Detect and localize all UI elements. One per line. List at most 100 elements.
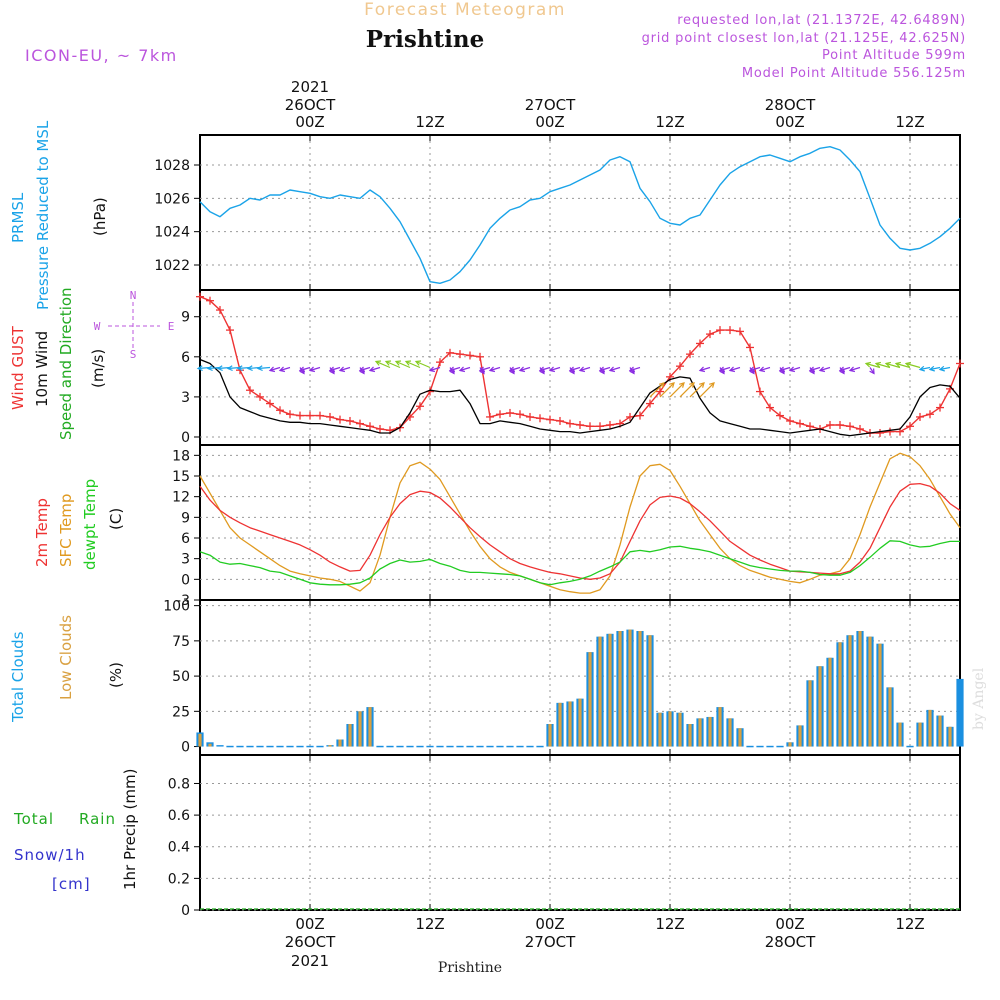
series-prmsl xyxy=(199,145,961,284)
wind-dir-arrow xyxy=(699,366,711,372)
x-day-label-top: 27OCT xyxy=(525,96,576,114)
wind-dir-arrow xyxy=(895,362,911,369)
bar-low-clouds xyxy=(198,733,202,747)
gust-marker xyxy=(716,326,724,335)
panel-frame-precip xyxy=(199,754,961,911)
bar-low-clouds xyxy=(848,635,852,747)
wind-dir-arrowhead xyxy=(414,360,422,366)
wind-dir-arrowhead xyxy=(268,366,276,373)
wind-dir-arrowhead xyxy=(206,365,213,372)
wind-dir-arrow xyxy=(719,366,731,372)
gust-marker xyxy=(746,343,754,352)
wind-unit: (m/s) xyxy=(89,349,107,388)
precip-ylabel: 1hr Precip (mm) xyxy=(121,769,139,890)
wind-dir-arrowhead xyxy=(448,366,456,373)
bar-low-clouds xyxy=(368,707,372,747)
x-day-label-top: 28OCT xyxy=(765,96,816,114)
wind-dir-arrowhead xyxy=(809,368,815,375)
bar-total-clouds xyxy=(216,745,224,747)
gust-marker xyxy=(706,330,714,339)
y-tick-label: 50 xyxy=(172,669,190,685)
t2m-label: 2m Temp xyxy=(33,498,51,567)
wind-dir-arrow xyxy=(405,360,421,369)
wind-dir-arrowhead xyxy=(778,366,786,373)
bar-low-clouds xyxy=(718,707,722,747)
wind-dir-arrowhead xyxy=(578,366,586,373)
wind-dir-arrow xyxy=(509,366,521,372)
wind-dir-arrowhead xyxy=(689,382,695,388)
y-tick-label: 0 xyxy=(181,430,190,446)
wind-dir-arrowhead xyxy=(608,366,616,373)
wind-dir-arrow xyxy=(339,366,351,372)
snow-cm-label: [cm] xyxy=(52,875,91,893)
y-tick-label: 3 xyxy=(181,552,190,568)
wind-dir-arrowhead xyxy=(629,368,635,375)
wind-label: 10m Wind xyxy=(33,331,51,407)
wind-dir-arrowhead xyxy=(518,366,526,373)
wind-dir-arrow xyxy=(459,366,471,372)
bar-low-clouds xyxy=(858,631,862,747)
gust-marker xyxy=(726,326,734,335)
x-day-label-bottom: 26OCT xyxy=(285,933,336,951)
wind-dir-arrow xyxy=(299,366,311,372)
compass-n: N xyxy=(130,289,137,302)
wind-dir-arrowhead xyxy=(299,368,305,375)
wind-dir-arrowhead xyxy=(458,366,466,373)
gust-marker xyxy=(566,419,574,428)
gust-marker xyxy=(626,412,634,421)
gust-marker xyxy=(836,420,844,429)
bar-low-clouds xyxy=(588,652,592,747)
gust-marker xyxy=(926,410,934,419)
x-day-label-top: 26OCT xyxy=(285,96,336,114)
bar-low-clouds xyxy=(918,722,922,747)
x-tick-label-top: 00Z xyxy=(535,113,564,131)
bar-low-clouds xyxy=(798,725,802,747)
wind-dir-arrow xyxy=(279,366,291,372)
gust-marker xyxy=(856,424,864,433)
snow-label: Snow/1h xyxy=(14,846,86,864)
gust-marker xyxy=(216,306,224,315)
bar-low-clouds xyxy=(808,680,812,747)
wind-dir-arrow xyxy=(819,366,831,372)
bar-low-clouds xyxy=(698,718,702,747)
y-tick-label: 100 xyxy=(163,599,190,615)
year-label-top: 2021 xyxy=(291,78,329,96)
wind-dir-arrowhead xyxy=(758,366,766,373)
panels-group: 1022 1024 1026 1028 0 3 6 9 -3 0 3 6 9 12 15 18 0 25 50 75 1… xyxy=(154,134,961,919)
wind-dir-arrowhead xyxy=(918,365,925,372)
wind-dir-arrow xyxy=(749,366,761,372)
wind-dir-arrowhead xyxy=(216,365,223,372)
wind-dir-arrowhead xyxy=(869,368,875,375)
gust-marker xyxy=(496,410,504,419)
y-tick-label: 0.4 xyxy=(168,840,190,856)
wind-dir-arrow xyxy=(539,366,551,372)
gust-marker xyxy=(286,410,294,419)
wind-dir-arrowhead xyxy=(628,366,636,373)
wind-dir-arrowhead xyxy=(508,366,516,373)
wind-dir-arrow xyxy=(375,360,391,369)
wind-dir-arrowhead xyxy=(749,368,755,375)
bar-low-clouds xyxy=(328,745,332,747)
wind-dir-arrow xyxy=(257,366,271,370)
model-label: ICON-EU, ~ 7km xyxy=(25,46,178,65)
gust-marker xyxy=(906,422,914,431)
gust-marker xyxy=(876,428,884,437)
bar-low-clouds xyxy=(878,643,882,747)
gust-marker xyxy=(766,403,774,412)
wind-dir-arrowhead xyxy=(428,366,436,373)
bar-low-clouds xyxy=(638,631,642,747)
compass-s: S xyxy=(130,348,137,361)
wind-dir-arrow xyxy=(679,382,695,398)
wind-dir-arrowhead xyxy=(478,366,486,373)
wind-dir-arrow xyxy=(629,366,641,372)
low-clouds-label: Low Clouds xyxy=(57,615,75,700)
gust-marker xyxy=(446,348,454,357)
wind-dir-arrowhead xyxy=(359,368,365,375)
gust-marker xyxy=(356,419,364,428)
wind-dir-arrow xyxy=(227,366,241,370)
gust-marker xyxy=(476,352,484,361)
wind-dir-arrow xyxy=(669,382,685,398)
wind-dir-arrowhead xyxy=(368,366,376,373)
y-tick-label: 0 xyxy=(181,572,190,588)
gust-marker xyxy=(326,412,334,421)
